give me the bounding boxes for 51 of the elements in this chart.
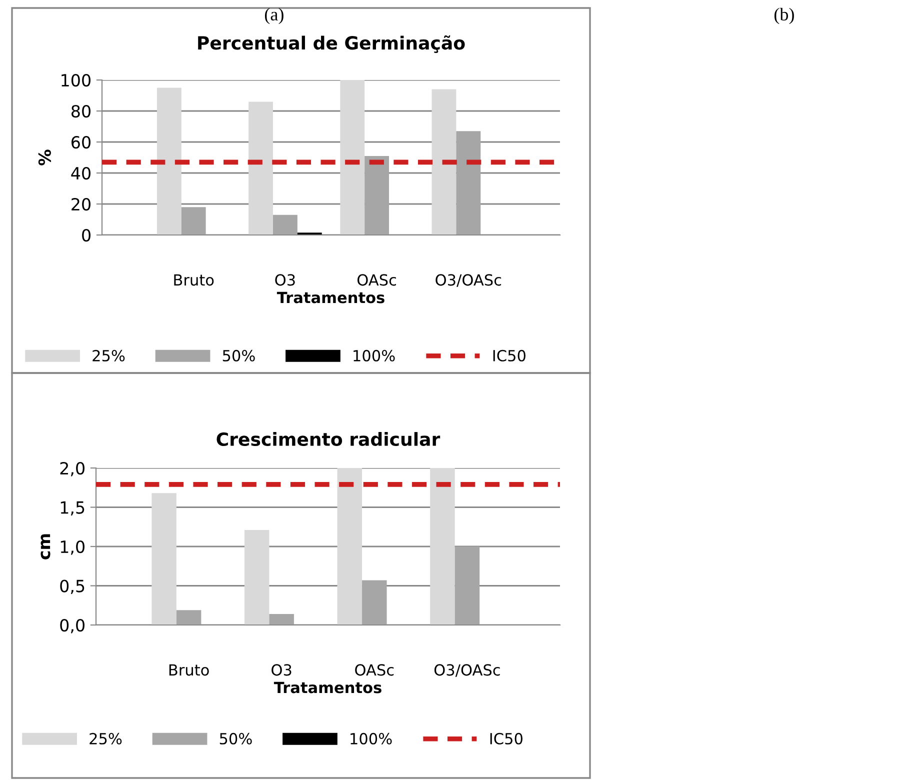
bar: [456, 131, 481, 235]
bar: [156, 88, 182, 235]
y-axis-title: cm: [40, 534, 50, 560]
bar: [248, 102, 273, 235]
bar: [269, 614, 294, 625]
x-axis-title: Tratamentos: [274, 682, 382, 694]
x-tick-label: OASc: [358, 274, 396, 286]
bar: [362, 580, 387, 625]
y-tick-label: 1,5: [60, 501, 84, 516]
bar: [454, 546, 480, 625]
y-tick-label: 2,0: [60, 462, 84, 476]
bar: [340, 80, 365, 235]
x-tick-label: OASc: [355, 664, 394, 676]
legend-label: 100%: [350, 732, 392, 744]
bar: [181, 207, 206, 235]
legend-label: IC50: [493, 350, 526, 362]
y-tick-label: 100: [62, 74, 90, 87]
chart-title: Percentual de Germinação: [198, 35, 465, 53]
y-tick-label: 0,5: [60, 580, 84, 594]
bar: [272, 214, 298, 235]
bar: [432, 89, 456, 235]
legend-label: 50%: [222, 350, 255, 362]
bar: [176, 610, 202, 625]
y-axis-title: %: [38, 150, 51, 166]
bar: [430, 468, 455, 625]
x-axis-title: Tratamentos: [276, 292, 384, 304]
legend-label: 25%: [92, 350, 125, 362]
y-tick-label: 20: [72, 198, 90, 211]
x-tick-label: O3: [272, 664, 292, 676]
y-tick-label: 0: [82, 228, 90, 242]
x-tick-label: O3/OASc: [436, 274, 502, 287]
x-tick-label: O3: [275, 274, 295, 286]
bar: [337, 468, 362, 625]
chart-title: Crescimento radicular: [216, 432, 440, 446]
y-tick-label: 40: [71, 166, 90, 180]
x-tick-label: Bruto: [174, 274, 214, 286]
text: (b): [774, 8, 794, 24]
x-tick-label: Bruto: [169, 664, 209, 676]
legend-label: 50%: [220, 732, 252, 744]
text: (a): [264, 8, 284, 24]
y-tick-label: 0,0: [60, 618, 84, 634]
y-tick-label: 1,0: [60, 540, 84, 555]
bar: [244, 530, 270, 625]
legend-label: 100%: [354, 350, 395, 362]
y-tick-label: 60: [72, 136, 90, 149]
x-tick-label: O3/OASc: [434, 664, 500, 677]
legend-label: 25%: [90, 732, 122, 744]
bar: [152, 493, 176, 625]
legend-label: IC50: [490, 732, 522, 744]
y-tick-label: 80: [72, 104, 90, 118]
bar: [364, 156, 390, 235]
